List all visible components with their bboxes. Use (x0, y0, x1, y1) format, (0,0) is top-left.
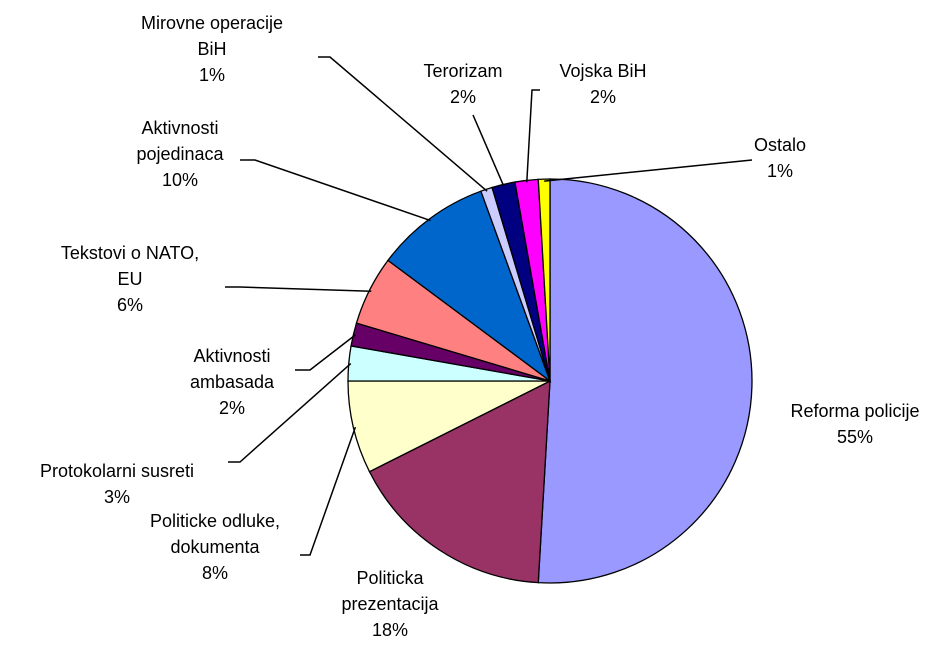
category-name: Aktivnosti ambasada (189, 346, 275, 392)
value-label: 18% (371, 620, 409, 640)
leader-line (526, 89, 540, 183)
slice-label: Politicke odluke, dokumenta 8% (130, 508, 300, 586)
slice-label: Aktivnosti pojedinaca 10% (118, 115, 243, 193)
category-name: Vojska BiH (559, 61, 647, 81)
value-label: 55% (836, 427, 874, 447)
category-name: Protokolarni susreti (39, 461, 195, 481)
slice-label: Vojska BiH 2% (553, 58, 653, 110)
leader-line (228, 363, 352, 463)
value-label: 2% (589, 87, 616, 107)
pie-slice (537, 178, 551, 382)
category-name: Tekstovi o NATO, EU (60, 243, 200, 289)
slice-label: Protokolarni susreti 3% (0, 458, 235, 510)
value-label: 3% (103, 487, 130, 507)
category-name: Mirovne operacije BiH (140, 13, 284, 59)
category-name: Ostalo (753, 135, 807, 155)
leader-line (295, 334, 356, 371)
value-label: 1% (198, 65, 225, 85)
category-name: Politicka prezentacija (341, 568, 439, 614)
value-label: 8% (201, 563, 228, 583)
slice-label: Terorizam 2% (413, 58, 513, 110)
value-label: 6% (116, 295, 143, 315)
value-label: 2% (449, 87, 476, 107)
slice-label: Aktivnosti ambasada 2% (177, 343, 287, 421)
slice-label: Mirovne operacije BiH 1% (132, 10, 292, 88)
leader-line (240, 159, 431, 222)
slice-label: Ostalo 1% (740, 132, 820, 184)
value-label: 10% (161, 170, 199, 190)
slice-label: Politicka prezentacija 18% (325, 565, 455, 643)
slice-label: Tekstovi o NATO, EU 6% (55, 240, 205, 318)
value-label: 1% (766, 161, 793, 181)
leader-line (225, 286, 372, 292)
value-label: 2% (218, 398, 245, 418)
category-name: Politicke odluke, dokumenta (149, 511, 281, 557)
category-name: Terorizam (423, 61, 503, 81)
pie-slice (537, 178, 753, 584)
leader-line (472, 114, 505, 187)
category-name: Reforma policije (790, 401, 920, 421)
leader-line (300, 426, 357, 556)
slice-label: Reforma policije 55% (765, 398, 945, 450)
leader-line (544, 159, 753, 182)
category-name: Aktivnosti pojedinaca (136, 118, 224, 164)
pie-slice (368, 379, 551, 584)
pie-slice (387, 190, 552, 383)
leader-line (318, 56, 488, 192)
